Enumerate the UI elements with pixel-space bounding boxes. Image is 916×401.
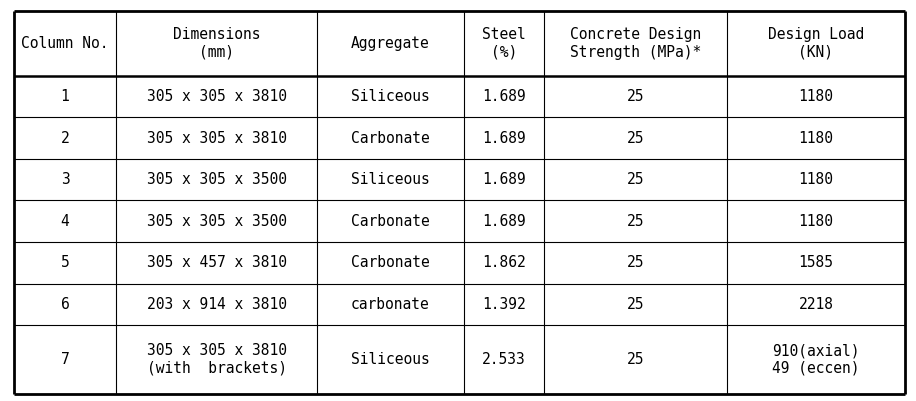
- Text: 7: 7: [60, 352, 70, 367]
- Text: 1.689: 1.689: [482, 89, 526, 104]
- Text: Aggregate: Aggregate: [351, 36, 430, 51]
- Text: Carbonate: Carbonate: [351, 214, 430, 229]
- Text: 1585: 1585: [799, 255, 834, 270]
- Text: Concrete Design
Strength (MPa)*: Concrete Design Strength (MPa)*: [570, 27, 701, 60]
- Text: 305 x 305 x 3810
(with  brackets): 305 x 305 x 3810 (with brackets): [147, 343, 287, 376]
- Text: 25: 25: [627, 352, 644, 367]
- Text: 1.689: 1.689: [482, 214, 526, 229]
- Text: Siliceous: Siliceous: [351, 352, 430, 367]
- Text: 1180: 1180: [799, 172, 834, 187]
- Text: Siliceous: Siliceous: [351, 172, 430, 187]
- Text: 305 x 457 x 3810: 305 x 457 x 3810: [147, 255, 287, 270]
- Text: 203 x 914 x 3810: 203 x 914 x 3810: [147, 297, 287, 312]
- Text: 1: 1: [60, 89, 70, 104]
- Text: 25: 25: [627, 297, 644, 312]
- Text: 305 x 305 x 3810: 305 x 305 x 3810: [147, 89, 287, 104]
- Text: 305 x 305 x 3500: 305 x 305 x 3500: [147, 172, 287, 187]
- Text: Carbonate: Carbonate: [351, 255, 430, 270]
- Text: 25: 25: [627, 255, 644, 270]
- Text: 1180: 1180: [799, 214, 834, 229]
- Text: 1.689: 1.689: [482, 131, 526, 146]
- Text: 1.392: 1.392: [482, 297, 526, 312]
- Text: 1180: 1180: [799, 131, 834, 146]
- Text: 2218: 2218: [799, 297, 834, 312]
- Text: 3: 3: [60, 172, 70, 187]
- Text: 1.689: 1.689: [482, 172, 526, 187]
- Text: 910(axial)
49 (eccen): 910(axial) 49 (eccen): [772, 343, 859, 376]
- Text: 305 x 305 x 3500: 305 x 305 x 3500: [147, 214, 287, 229]
- Text: Design Load
(KN): Design Load (KN): [768, 27, 864, 60]
- Text: Carbonate: Carbonate: [351, 131, 430, 146]
- Text: Siliceous: Siliceous: [351, 89, 430, 104]
- Text: Dimensions
(mm): Dimensions (mm): [173, 27, 260, 60]
- Text: 25: 25: [627, 214, 644, 229]
- Text: carbonate: carbonate: [351, 297, 430, 312]
- Text: 1.862: 1.862: [482, 255, 526, 270]
- Text: 25: 25: [627, 131, 644, 146]
- Text: 5: 5: [60, 255, 70, 270]
- Text: Column No.: Column No.: [21, 36, 109, 51]
- Text: Steel
(%): Steel (%): [482, 27, 526, 60]
- Text: 25: 25: [627, 89, 644, 104]
- Text: 6: 6: [60, 297, 70, 312]
- Text: 1180: 1180: [799, 89, 834, 104]
- Text: 2: 2: [60, 131, 70, 146]
- Text: 25: 25: [627, 172, 644, 187]
- Text: 2.533: 2.533: [482, 352, 526, 367]
- Text: 4: 4: [60, 214, 70, 229]
- Text: 305 x 305 x 3810: 305 x 305 x 3810: [147, 131, 287, 146]
